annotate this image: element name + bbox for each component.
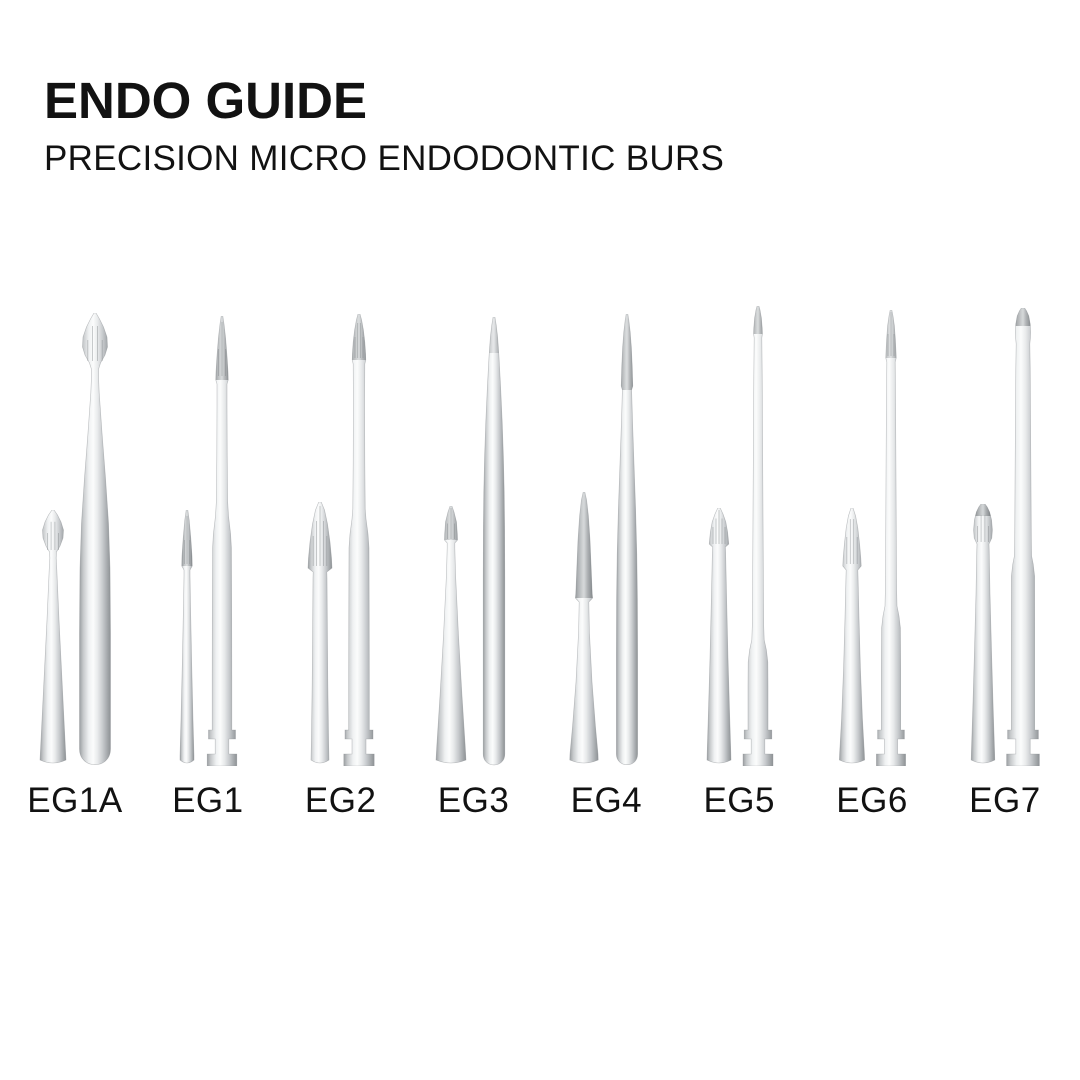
eg3-large-bur-image xyxy=(482,317,506,766)
eg1a-small-bur-image xyxy=(39,510,66,764)
header: ENDO GUIDE PRECISION MICRO ENDODONTIC BU… xyxy=(44,74,724,177)
product-group-eg7: EG7 xyxy=(940,300,1070,821)
bur-pair xyxy=(969,300,1041,766)
bur-pair xyxy=(306,300,375,766)
eg1a-large-bur-image xyxy=(78,313,111,765)
product-label: EG7 xyxy=(969,781,1041,820)
product-label: EG5 xyxy=(703,781,775,820)
product-group-eg3: EG3 xyxy=(409,300,539,821)
product-label: EG1 xyxy=(172,781,244,820)
product-label: EG2 xyxy=(304,781,377,820)
eg7-small-bur-image xyxy=(971,504,996,764)
eg1-large-bur-image xyxy=(207,316,238,766)
bur-pair xyxy=(705,300,774,766)
product-label: EG1A xyxy=(27,781,123,820)
eg7-large-bur-image xyxy=(1006,308,1041,766)
eg6-small-bur-image xyxy=(838,508,865,764)
product-group-eg1: EG1 xyxy=(143,300,273,821)
bur-pair xyxy=(568,300,645,766)
product-group-eg2: EG2 xyxy=(276,300,406,821)
eg5-small-bur-image xyxy=(706,508,732,764)
page-subtitle: PRECISION MICRO ENDODONTIC BURS xyxy=(44,138,725,178)
product-group-eg6: EG6 xyxy=(807,300,937,821)
eg2-large-bur-image xyxy=(343,314,375,766)
eg6-large-bur-image xyxy=(875,310,906,766)
eg5-large-bur-image xyxy=(742,306,774,766)
product-label: EG6 xyxy=(836,781,908,820)
page-title: ENDO GUIDE xyxy=(44,72,368,129)
product-label: EG3 xyxy=(437,781,510,820)
bur-pair xyxy=(838,300,907,766)
product-group-eg1a: EG1A xyxy=(10,300,140,821)
bur-pair xyxy=(38,300,113,766)
product-group-eg4: EG4 xyxy=(541,300,671,821)
product-label: EG4 xyxy=(570,781,643,820)
product-group-eg5: EG5 xyxy=(674,300,804,821)
eg3-small-bur-image xyxy=(435,506,467,764)
eg2-small-bur-image xyxy=(307,502,333,764)
eg1-small-bur-image xyxy=(180,510,195,764)
bur-pair xyxy=(177,300,238,766)
bur-lineup: EG1A EG1 EG2 EG3 EG4 EG5 EG6 EG7 xyxy=(10,300,1070,821)
eg4-small-bur-image xyxy=(569,492,599,764)
eg4-large-bur-image xyxy=(615,314,638,766)
bur-pair xyxy=(435,300,512,766)
